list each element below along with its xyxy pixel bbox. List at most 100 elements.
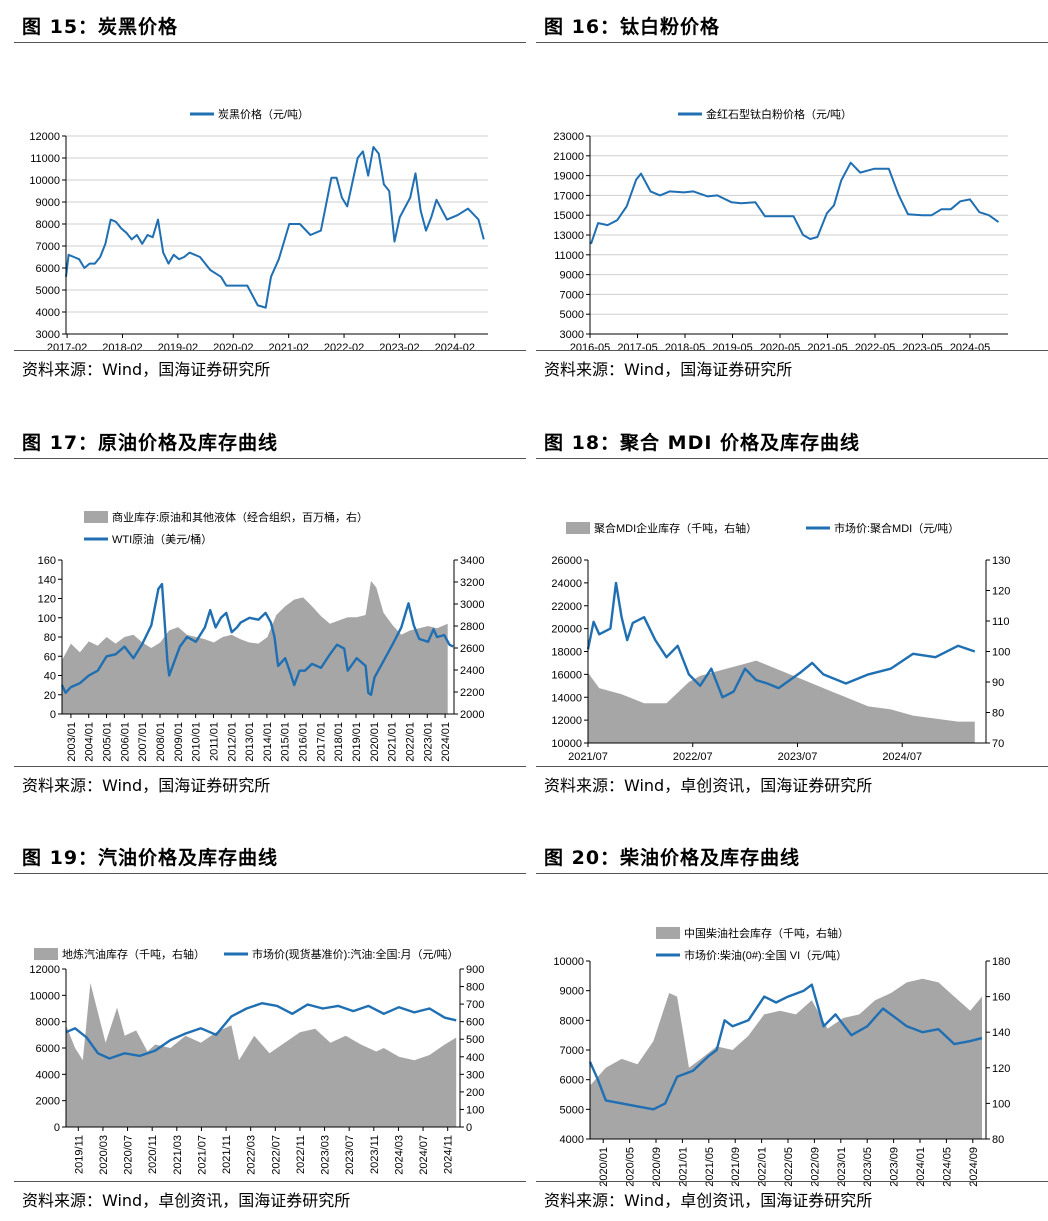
legend-label: 聚合MDI企业库存（千吨，右轴） bbox=[594, 521, 757, 535]
legend-label: 炭黑价格（元/吨） bbox=[218, 107, 309, 121]
y2-tick-label: 3400 bbox=[460, 555, 484, 567]
panel-fig15: 图 15：炭黑价格 3000 4000 5000 6000 7000 8000 9000 100… bbox=[14, 12, 526, 382]
y-tick-label: 24000 bbox=[551, 578, 582, 590]
y-tick-label: 5000 bbox=[560, 309, 584, 321]
y2-tick-label: 100 bbox=[992, 647, 1010, 659]
y-tick-label: 7000 bbox=[560, 289, 584, 301]
legend-label: 市场价:聚合MDI（元/吨） bbox=[834, 521, 959, 535]
series-line bbox=[60, 582, 454, 697]
x-tick-label: 2023/09 bbox=[889, 1147, 901, 1187]
legend-label: 中国柴油社会库存（千吨，右轴） bbox=[684, 926, 849, 940]
y-tick-label: 80 bbox=[44, 632, 56, 644]
legend-swatch bbox=[84, 511, 108, 523]
x-tick-label: 2020-05 bbox=[760, 342, 800, 354]
y2-tick-label: 700 bbox=[466, 999, 484, 1011]
source-note: 资料来源：Wind，卓创资讯，国海证券研究所 bbox=[544, 1191, 873, 1210]
x-tick-label: 2021/01 bbox=[677, 1147, 689, 1187]
legend-label: WTI原油（美元/桶） bbox=[112, 532, 212, 546]
x-tick-label: 2022/11 bbox=[295, 1135, 307, 1174]
y-tick-label: 0 bbox=[54, 1122, 60, 1134]
y2-tick-label: 160 bbox=[992, 992, 1010, 1004]
figure-title: 图 15：炭黑价格 bbox=[22, 16, 179, 38]
source-divider bbox=[536, 1181, 1048, 1182]
legend-swatch bbox=[224, 952, 248, 956]
y2-tick-label: 120 bbox=[992, 586, 1010, 598]
x-tick-label: 2022/07 bbox=[673, 751, 713, 763]
title-divider bbox=[536, 42, 1048, 43]
y-tick-label: 12000 bbox=[551, 715, 582, 727]
y2-tick-label: 300 bbox=[466, 1069, 484, 1081]
y-tick-label: 15000 bbox=[553, 210, 584, 222]
y-tick-label: 18000 bbox=[551, 647, 582, 659]
y-tick-label: 100 bbox=[38, 613, 56, 625]
chart: 4000 5000 6000 7000 8000 9000 10000 80 100 120 140… bbox=[553, 926, 1010, 1187]
title-divider bbox=[14, 873, 526, 874]
source-divider bbox=[536, 350, 1048, 351]
y-tick-label: 20 bbox=[44, 690, 56, 702]
y-tick-label: 10000 bbox=[29, 990, 60, 1002]
y-tick-label: 120 bbox=[38, 594, 56, 606]
series-line bbox=[65, 146, 485, 309]
y2-tick-label: 0 bbox=[466, 1122, 472, 1134]
source-note: 资料来源：Wind，国海证券研究所 bbox=[22, 776, 271, 795]
y-tick-label: 9000 bbox=[560, 986, 584, 998]
x-tick-label: 2023/07 bbox=[778, 751, 818, 763]
y-tick-label: 21000 bbox=[553, 151, 584, 163]
y-tick-label: 5000 bbox=[36, 285, 60, 297]
x-tick-label: 2024/09 bbox=[968, 1147, 980, 1187]
title-divider bbox=[536, 873, 1048, 874]
x-tick-label: 2022/07 bbox=[270, 1135, 282, 1175]
x-tick-label: 2023/01 bbox=[836, 1147, 848, 1187]
source-divider bbox=[14, 350, 526, 351]
legend-label: 地炼汽油库存（千吨，右轴） bbox=[62, 947, 205, 961]
x-tick-label: 2023/01 bbox=[422, 722, 434, 762]
x-tick-label: 2019/11 bbox=[73, 1135, 85, 1174]
source-divider bbox=[536, 766, 1048, 767]
legend-swatch bbox=[84, 537, 108, 541]
x-tick-label: 2021/03 bbox=[172, 1135, 184, 1175]
x-tick-label: 2004/01 bbox=[84, 722, 96, 762]
x-tick-label: 2008/01 bbox=[155, 722, 167, 762]
x-tick-label: 2017/01 bbox=[315, 722, 327, 762]
y-tick-label: 8000 bbox=[36, 219, 60, 231]
x-tick-label: 2024/11 bbox=[443, 1135, 455, 1174]
legend-swatch bbox=[678, 112, 702, 116]
x-tick-label: 2019-02 bbox=[158, 342, 198, 354]
x-tick-label: 2023-05 bbox=[902, 342, 942, 354]
y2-tick-label: 2600 bbox=[460, 643, 484, 655]
title-divider bbox=[14, 42, 526, 43]
x-tick-label: 2024/07 bbox=[418, 1135, 430, 1175]
y-tick-label: 7000 bbox=[36, 241, 60, 253]
x-tick-label: 2006/01 bbox=[119, 722, 131, 762]
x-tick-label: 2017-02 bbox=[47, 342, 87, 354]
x-tick-label: 2020/07 bbox=[123, 1135, 135, 1175]
x-tick-label: 2019-05 bbox=[712, 342, 752, 354]
x-tick-label: 2021/07 bbox=[568, 751, 608, 763]
y-tick-label: 23000 bbox=[553, 131, 584, 143]
source-note: 资料来源：Wind，国海证券研究所 bbox=[544, 360, 793, 379]
x-tick-label: 2021/01 bbox=[387, 722, 399, 762]
y2-tick-label: 400 bbox=[466, 1052, 484, 1064]
y2-tick-label: 500 bbox=[466, 1034, 484, 1046]
y-tick-label: 8000 bbox=[36, 1017, 60, 1029]
x-tick-label: 2023-02 bbox=[379, 342, 419, 354]
figure-title: 图 19：汽油价格及库存曲线 bbox=[22, 847, 279, 869]
figure-title: 图 18：聚合 MDI 价格及库存曲线 bbox=[544, 432, 861, 454]
legend-swatch bbox=[656, 927, 680, 939]
chart: 3000 5000 7000 9000 11000 13000 15000 17000 1900… bbox=[553, 107, 1008, 354]
panel-fig17: 图 17：原油价格及库存曲线 0 20 40 60 80 100 120 140 160 2000 2… bbox=[14, 428, 526, 798]
x-tick-label: 2021-05 bbox=[807, 342, 847, 354]
legend-label: 商业库存:原油和其他液体（经合组织，百万桶，右） bbox=[112, 510, 368, 524]
legend-swatch bbox=[566, 522, 590, 534]
x-tick-label: 2022/01 bbox=[757, 1147, 769, 1187]
y2-tick-label: 800 bbox=[466, 982, 484, 994]
x-tick-label: 2013/01 bbox=[244, 722, 256, 762]
figure-title: 图 17：原油价格及库存曲线 bbox=[22, 432, 279, 454]
panel-fig19: 图 19：汽油价格及库存曲线 0 2000 4000 6000 8000 10000 1200… bbox=[14, 843, 526, 1213]
y-tick-label: 10000 bbox=[29, 175, 60, 187]
series-area bbox=[66, 983, 457, 1127]
x-tick-label: 2011/01 bbox=[208, 722, 220, 761]
x-tick-label: 2023/05 bbox=[862, 1147, 874, 1187]
y-tick-label: 26000 bbox=[551, 555, 582, 567]
x-tick-label: 2022/01 bbox=[404, 722, 416, 762]
